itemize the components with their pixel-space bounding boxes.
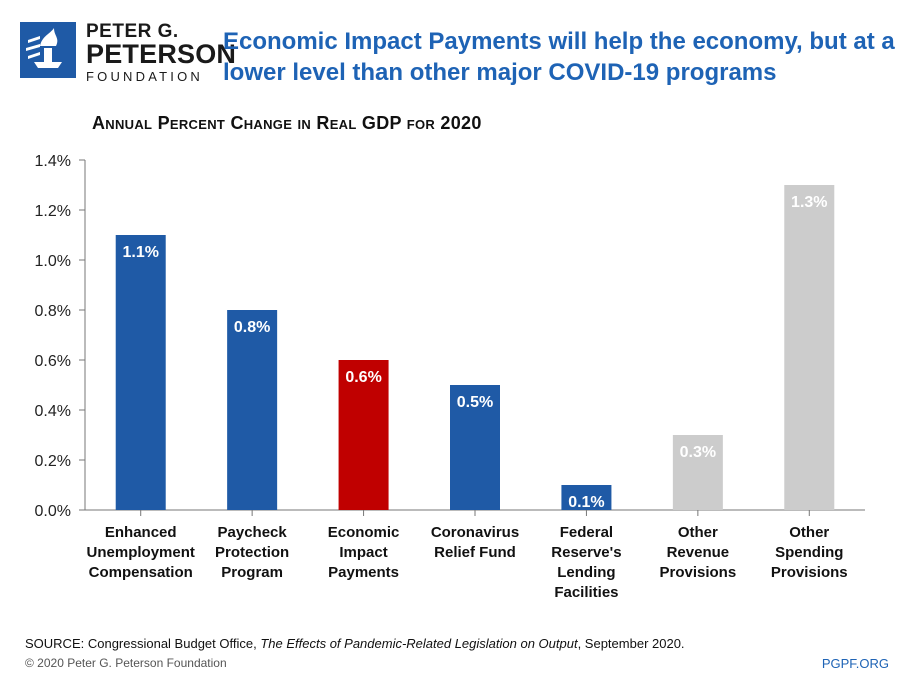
category-label: Other Revenue Provisions [660,524,737,581]
bar [561,485,612,510]
bar [227,310,278,510]
category-label: Federal Reserve's Lending Facilities [551,524,621,601]
logo-text: PETER G. PETERSON FOUNDATION [86,22,236,83]
source-note: SOURCE: Congressional Budget Office, The… [25,636,685,651]
y-tick-label: 0.8% [35,303,71,320]
bar [115,235,166,510]
category-label: Paycheck Protection Program [215,524,289,581]
bar [338,360,389,510]
logo-line3: FOUNDATION [86,69,203,84]
data-label: 1.1% [122,244,158,261]
logo: PETER G. PETERSON FOUNDATION [20,22,236,88]
category-label: Coronavirus Relief Fund [431,524,519,561]
copyright: © 2020 Peter G. Peterson Foundation [25,656,227,670]
bar [784,185,835,510]
data-label: 0.8% [234,319,270,336]
chart-title: Annual Percent Change in Real GDP for 20… [92,113,482,133]
bar [672,435,723,510]
torch-icon [20,22,76,78]
page-title: Economic Impact Payments will help the e… [223,28,895,86]
source-prefix: SOURCE: Congressional Budget Office, [25,636,261,651]
source-title: The Effects of Pandemic-Related Legislat… [260,636,578,651]
logo-line1: PETER G. [86,21,179,42]
y-tick-label: 1.4% [35,153,71,170]
data-label: 0.1% [568,494,604,511]
data-label: 0.5% [457,394,493,411]
category-label: Economic Impact Payments [328,524,400,581]
data-label: 0.3% [680,444,716,461]
y-tick-label: 0.6% [35,353,71,370]
y-tick-label: 0.4% [35,403,71,420]
category-label: Enhanced Unemployment Compensation [87,524,195,581]
data-label: 0.6% [345,369,381,386]
source-suffix: , September 2020. [577,636,685,651]
y-tick-label: 1.0% [35,253,71,270]
data-label: 1.3% [791,194,827,211]
y-tick-label: 1.2% [35,203,71,220]
category-label: Other Spending Provisions [771,524,848,581]
y-tick-label: 0.0% [35,503,71,520]
bar-chart: 0.0% 0.2% 0.4% 0.6% 0.8% 1.0% 1.2% 1.4% 1.1% Enh… [35,153,865,601]
logo-line2: PETERSON [86,39,237,69]
y-tick-label: 0.2% [35,453,71,470]
bar [450,385,500,510]
site-link[interactable]: PGPF.ORG [821,656,889,671]
